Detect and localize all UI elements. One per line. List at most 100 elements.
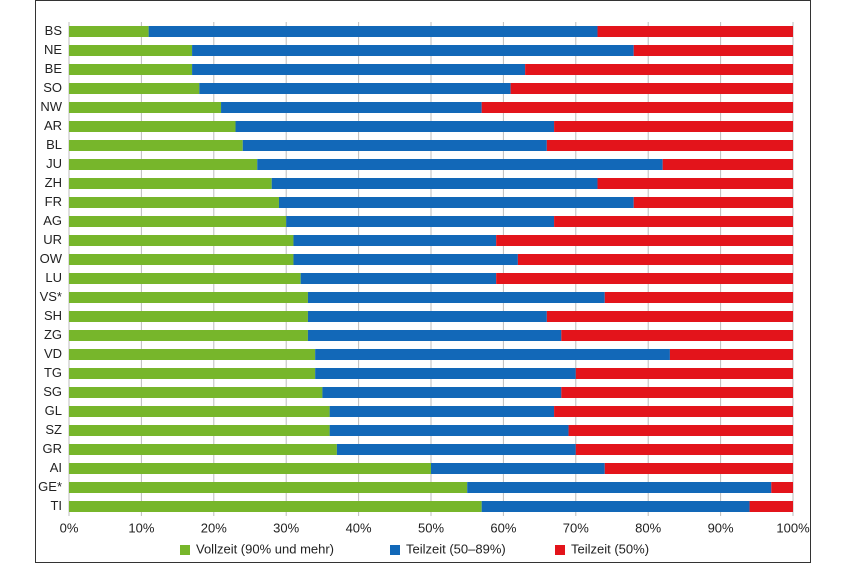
y-tick-label: VS* [40,289,62,304]
y-tick-label: FR [45,194,62,209]
bar-segment [525,64,793,75]
bar-segment [554,406,793,417]
bar-segment [69,292,308,303]
legend-swatch [390,545,400,555]
y-tick-label: SG [43,384,62,399]
bar-segment [496,235,793,246]
x-tick-label: 10% [128,520,154,535]
bar-segment [307,311,547,322]
bar-segment [568,425,793,436]
y-tick-label: ZG [44,327,62,342]
bar-segment [329,425,569,436]
x-tick-label: 90% [708,520,734,535]
y-tick-label: BL [46,137,62,152]
bar-segment [69,121,236,132]
legend-label: Vollzeit (90% und mehr) [196,541,334,556]
bar-segment [235,121,555,132]
y-tick-label: BS [45,23,63,38]
bar-segment [69,273,301,284]
legend-label: Teilzeit (50%) [571,541,649,556]
bar-segment [69,368,316,379]
bar-segment [554,216,793,227]
bar-segment [293,235,497,246]
legend-label: Teilzeit (50–89%) [406,541,506,556]
x-tick-label: 30% [273,520,299,535]
bar-segment [192,64,526,75]
legend-swatch [180,545,190,555]
bar-segment [278,197,634,208]
y-tick-label: TG [44,365,62,380]
bar-segment [69,197,279,208]
y-tick-label: GL [45,403,62,418]
y-tick-label: BE [45,61,63,76]
bar-segment [69,45,193,56]
bar-segment [604,463,793,474]
bar-segment [199,83,511,94]
bar-segment [69,444,337,455]
bar-segment [192,45,634,56]
bar-segment [69,83,200,94]
bar-segment [69,330,308,341]
bar-segment [69,501,482,512]
x-tick-label: 60% [490,520,516,535]
bar-segment [69,311,308,322]
x-tick-label: 40% [346,520,372,535]
bar-segment [69,64,193,75]
y-tick-label: SZ [45,422,62,437]
bar-segment [69,406,330,417]
y-tick-label: JU [46,156,62,171]
bar-segment [315,368,576,379]
bar-segment [633,45,793,56]
bar-segment [336,444,576,455]
bar-segment [148,26,598,37]
bar-segment [481,501,750,512]
bar-segment [554,121,793,132]
bar-segment [322,387,562,398]
y-tick-label: AI [50,460,62,475]
x-tick-label: 80% [635,520,661,535]
y-tick-label: GR [43,441,63,456]
y-tick-label: NW [40,99,62,114]
bar-segment [69,349,316,360]
bar-segment [561,330,793,341]
bar-segment [315,349,670,360]
x-tick-label: 100% [776,520,810,535]
bar-segment [69,26,149,37]
bar-segment [575,368,793,379]
bar-segment [69,387,323,398]
x-tick-label: 50% [418,520,444,535]
bar-segment [257,159,663,170]
bar-segment [561,387,793,398]
x-tick-label: 70% [563,520,589,535]
x-tick-label: 0% [60,520,79,535]
y-tick-label: SH [44,308,62,323]
y-tick-label: SO [43,80,62,95]
bar-segment [575,444,793,455]
bar-segment [307,330,562,341]
y-tick-label: ZH [45,175,62,190]
y-tick-label: OW [40,251,63,266]
bar-segment [329,406,555,417]
bar-segment [242,140,547,151]
bar-segment [669,349,793,360]
bar-segment [69,216,287,227]
bar-segment [286,216,555,227]
bar-segment [597,178,793,189]
bar-segment [633,197,793,208]
bar-segment [546,311,793,322]
bar-segment [771,482,793,493]
bar-segment [546,140,793,151]
legend-swatch [555,545,565,555]
y-tick-label: UR [43,232,62,247]
y-tick-label: NE [44,42,62,57]
bar-segment [307,292,605,303]
bar-segment [300,273,497,284]
bar-segment [604,292,793,303]
y-tick-label: AR [44,118,62,133]
bar-segment [69,235,294,246]
frame [35,0,811,563]
bar-segment [69,463,431,474]
y-tick-label: LU [45,270,62,285]
bar-segment [69,254,294,265]
